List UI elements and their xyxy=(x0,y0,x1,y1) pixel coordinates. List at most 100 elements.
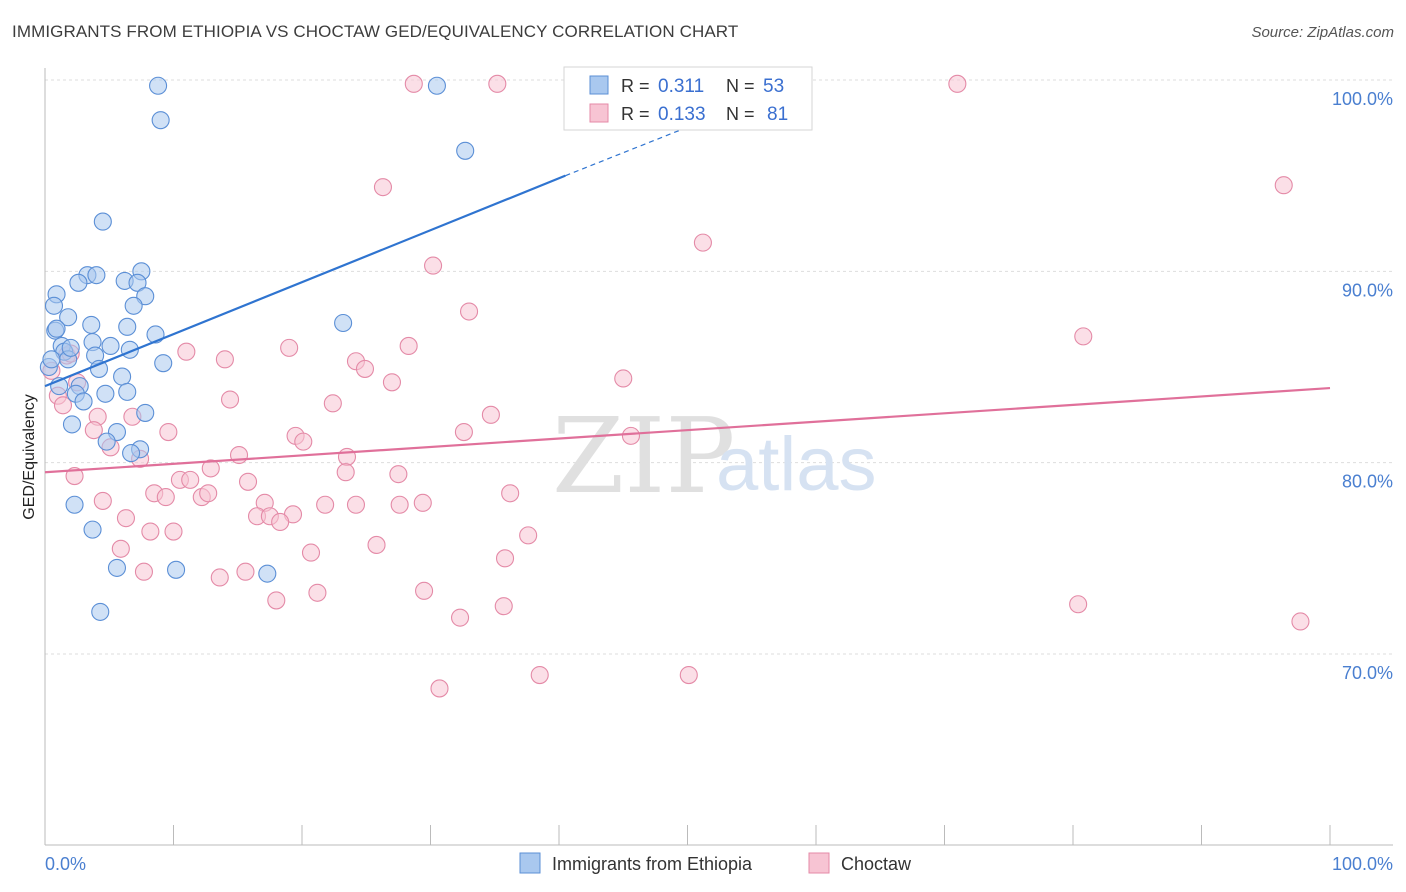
choctaw-point xyxy=(614,369,633,388)
choctaw-point xyxy=(488,74,507,93)
legend-r-label-2: R = xyxy=(621,104,650,124)
ethiopia-point xyxy=(118,317,137,336)
legend-r-value-1: 0.311 xyxy=(658,76,704,97)
ethiopia-point xyxy=(149,76,168,95)
choctaw-point xyxy=(294,432,313,451)
ethiopia-point xyxy=(97,432,116,451)
ethiopia-point xyxy=(93,212,112,231)
choctaw-point xyxy=(336,463,355,482)
choctaw-point xyxy=(238,472,258,491)
ethiopia-point xyxy=(258,564,277,583)
choctaw-point xyxy=(404,74,423,93)
choctaw-point xyxy=(1074,327,1093,346)
legend-swatch-choctaw xyxy=(589,103,609,123)
ethiopia-point xyxy=(91,602,110,621)
choctaw-point xyxy=(459,302,479,321)
choctaw-point xyxy=(210,568,229,587)
choctaw-point xyxy=(65,467,84,486)
choctaw-point xyxy=(84,421,103,440)
ethiopia-point xyxy=(65,495,84,514)
choctaw-point xyxy=(280,338,299,357)
bottom-legend-label-ethiopia: Immigrants from Ethiopia xyxy=(552,854,753,874)
choctaw-point xyxy=(141,522,160,541)
ethiopia-point xyxy=(427,76,446,95)
ethiopia-point xyxy=(74,392,93,411)
ethiopia-point xyxy=(62,415,82,434)
choctaw-point xyxy=(399,336,418,356)
ethiopia-trend-line xyxy=(44,174,566,388)
choctaw-point xyxy=(199,484,218,503)
ethiopia-point xyxy=(83,520,102,539)
legend-swatch-ethiopia xyxy=(589,75,609,95)
watermark-atlas: atlas xyxy=(716,422,877,507)
y-tick-label: 90.0% xyxy=(1342,280,1393,300)
legend-n-value-2: 81 xyxy=(767,104,788,125)
ethiopia-point xyxy=(87,266,106,285)
ethiopia-point xyxy=(128,273,147,292)
legend-r-value-2: 0.133 xyxy=(658,104,706,125)
ethiopia-point xyxy=(107,558,127,577)
choctaw-point xyxy=(134,562,153,581)
choctaw-point xyxy=(1291,612,1310,631)
choctaw-point xyxy=(220,390,240,409)
choctaw-point xyxy=(267,591,286,610)
ethiopia-point xyxy=(118,382,137,401)
choctaw-trend-line xyxy=(44,386,1331,474)
ethiopia-point xyxy=(47,319,66,338)
legend-r-label-1: R = xyxy=(621,76,650,96)
ethiopia-point xyxy=(122,444,141,463)
tick-labels: 70.0% 80.0% 90.0% 100.0% 0.0% 100.0% xyxy=(45,89,1393,874)
ethiopia-point xyxy=(61,338,80,357)
choctaw-point xyxy=(373,178,393,197)
ethiopia-point xyxy=(124,296,143,315)
choctaw-point xyxy=(271,512,290,532)
watermark-zip: ZIP xyxy=(552,395,735,517)
choctaw-point xyxy=(236,562,255,581)
ethiopia-point xyxy=(101,336,120,356)
choctaw-point xyxy=(415,581,434,600)
x-tick-label: 0.0% xyxy=(45,854,86,874)
bottom-legend-swatch-ethiopia xyxy=(519,852,541,874)
choctaw-point xyxy=(382,373,402,392)
choctaw-point xyxy=(948,74,967,93)
choctaw-point xyxy=(323,394,342,413)
choctaw-point xyxy=(679,665,698,685)
choctaw-point xyxy=(367,535,386,554)
ethiopia-point xyxy=(82,315,101,334)
axes xyxy=(44,68,1393,846)
choctaw-point xyxy=(430,679,449,698)
choctaw-point xyxy=(519,526,538,545)
ethiopia-point xyxy=(96,384,115,403)
choctaw-point xyxy=(481,405,500,424)
choctaw-point xyxy=(494,597,513,616)
y-tick-label: 100.0% xyxy=(1332,89,1393,109)
bottom-legend: Immigrants from Ethiopia Choctaw xyxy=(519,852,912,874)
choctaw-point xyxy=(53,396,73,415)
ethiopia-point xyxy=(334,313,353,333)
series-ethiopia xyxy=(39,76,475,621)
y-tick-label: 70.0% xyxy=(1342,663,1393,683)
ethiopia-point xyxy=(69,273,88,292)
series-choctaw xyxy=(42,74,1310,698)
choctaw-point xyxy=(301,543,321,562)
choctaw-point xyxy=(116,509,136,528)
choctaw-point xyxy=(156,488,175,507)
choctaw-point xyxy=(501,484,520,503)
choctaw-point xyxy=(413,493,432,512)
choctaw-point xyxy=(451,608,470,627)
choctaw-point xyxy=(495,549,515,568)
choctaw-point xyxy=(93,491,112,510)
x-tick-label: 100.0% xyxy=(1332,854,1393,874)
gridlines xyxy=(45,79,1393,655)
ethiopia-point xyxy=(151,111,170,130)
bottom-legend-label-choctaw: Choctaw xyxy=(841,854,912,874)
trend-lines xyxy=(44,121,1331,474)
choctaw-point xyxy=(308,583,327,602)
choctaw-point xyxy=(215,350,234,369)
choctaw-point xyxy=(424,256,443,275)
choctaw-point xyxy=(355,359,375,378)
bottom-legend-swatch-choctaw xyxy=(808,852,830,874)
ethiopia-point xyxy=(113,367,132,386)
choctaw-point xyxy=(390,495,409,514)
